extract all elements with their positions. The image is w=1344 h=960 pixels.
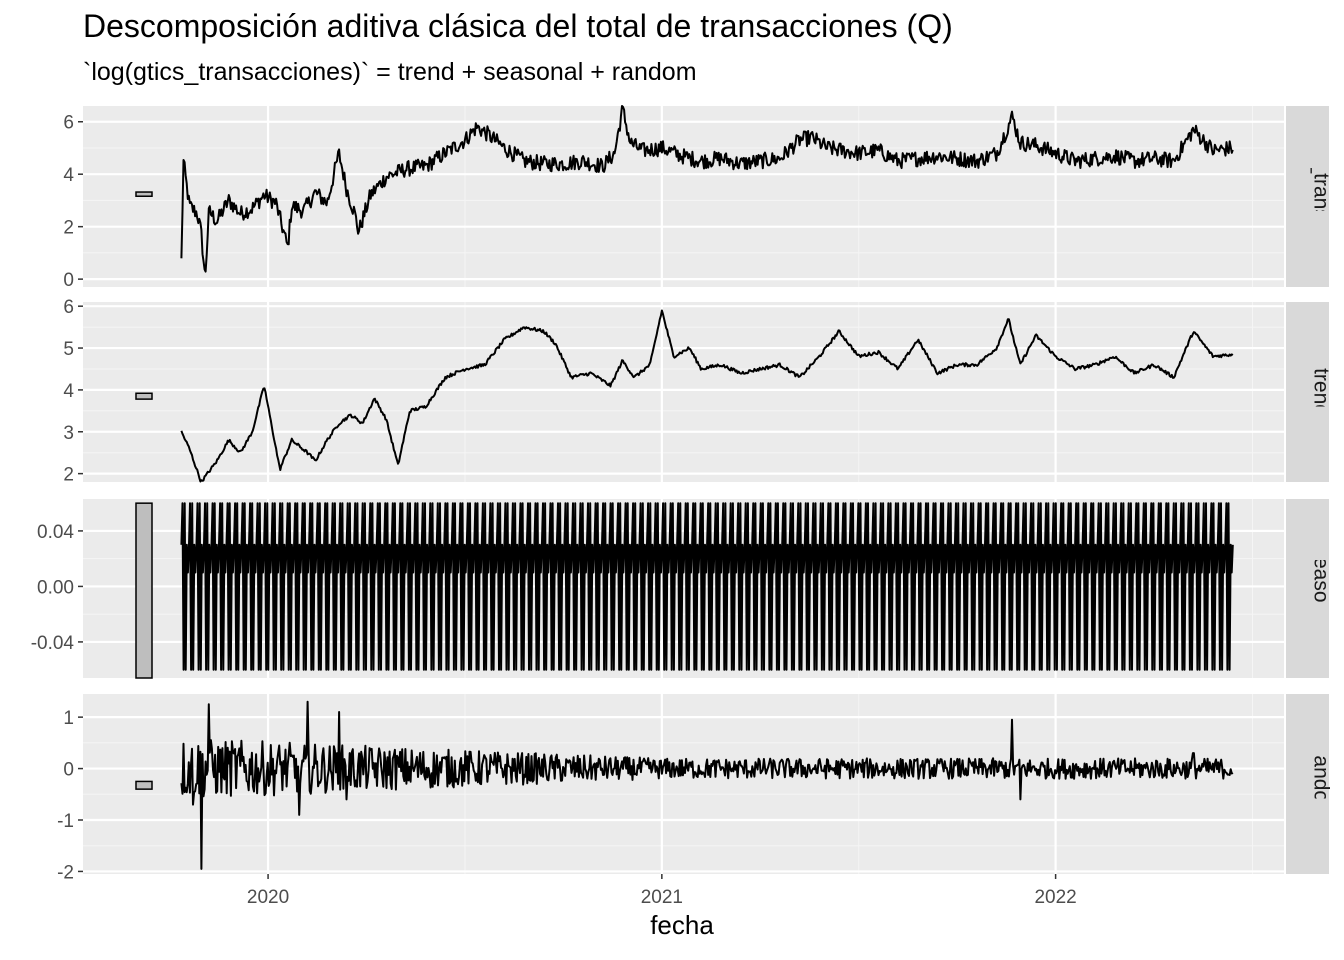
facet-strip: [1286, 106, 1329, 287]
y-tick-label: 0.04: [37, 522, 74, 543]
y-tick-label: 1: [63, 708, 74, 729]
facet-strip-label: `log(gtics_transacciones)`: [1310, 76, 1333, 316]
y-tick-label: 0: [63, 760, 74, 781]
series-line: [180, 309, 1234, 483]
facet-strip: [1286, 694, 1329, 874]
y-tick-label: 0: [63, 270, 74, 291]
panel-background: [83, 106, 1284, 287]
y-tick-label: -2: [57, 862, 74, 883]
panel-3: -0.04 0.00 0.04 seasonal: [31, 499, 1333, 679]
panel-1: 0 2 4 6 `log(gtics_transacciones)`: [63, 76, 1333, 316]
panel-background: [83, 499, 1284, 678]
facet-strip-label: random: [1310, 748, 1333, 819]
y-tick-label: 3: [63, 423, 74, 444]
panel-4: -2 -1 0 1 random: [57, 694, 1333, 883]
y-tick-label: 2: [63, 465, 74, 486]
range-bar: [135, 780, 153, 790]
facet-strip: [1286, 499, 1329, 678]
y-tick-label: -1: [57, 811, 74, 832]
range-bar: [135, 191, 153, 197]
facet-strip-label: seasonal: [1310, 546, 1333, 630]
y-tick-label: 0.00: [37, 577, 74, 598]
panel-2: 2 3 4 5 6 trend: [63, 297, 1332, 485]
facet-strip: [1286, 302, 1329, 482]
y-tick-label: 4: [63, 165, 74, 186]
series-line: [180, 700, 1234, 870]
x-axis-label: fecha: [650, 910, 714, 940]
chart-subtitle: `log(gtics_transacciones)` = trend + sea…: [83, 58, 697, 86]
range-bar: [135, 392, 153, 400]
facet-strip-label: trend: [1310, 368, 1333, 416]
y-tick-label: 6: [63, 113, 74, 134]
x-tick-label: 2021: [641, 887, 683, 908]
x-tick-label: 2022: [1034, 887, 1076, 908]
y-tick-label: 5: [63, 339, 74, 360]
range-bar: [135, 502, 153, 679]
chart-title: Descomposición aditiva clásica del total…: [83, 8, 953, 44]
series-line: [180, 502, 1234, 671]
panel-background: [83, 302, 1284, 482]
series-line: [180, 105, 1234, 273]
x-tick-label: 2020: [247, 887, 289, 908]
y-tick-label: 6: [63, 297, 74, 318]
y-tick-label: 4: [63, 381, 74, 402]
y-tick-label: -0.04: [31, 633, 75, 654]
y-tick-label: 2: [63, 218, 74, 239]
